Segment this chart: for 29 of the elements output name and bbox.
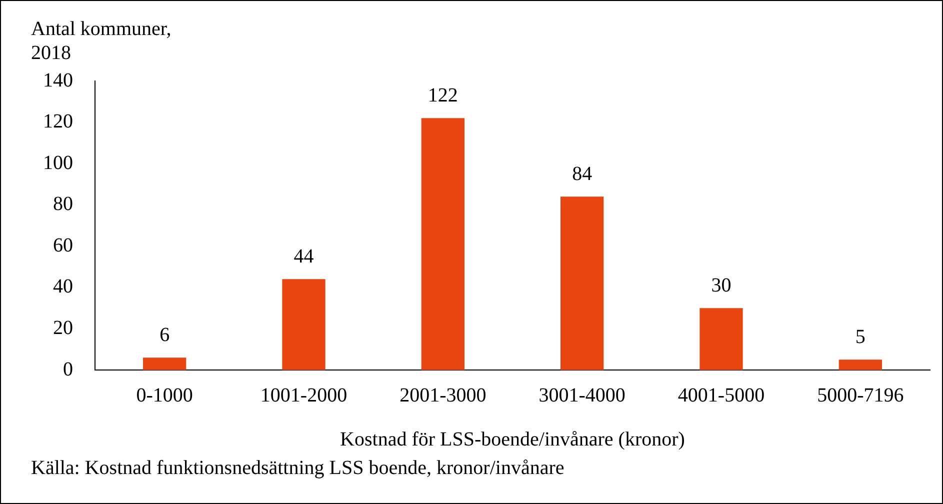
- y-tick-label: 40: [53, 276, 73, 298]
- y-tick-label: 100: [43, 152, 73, 174]
- bar: [700, 308, 743, 370]
- data-label: 6: [160, 324, 170, 346]
- text: Källa: Kostnad funktionsnedsättning LSS boende, kronor/invånare: [31, 457, 564, 480]
- x-tick-label: 4001-5000: [678, 384, 765, 406]
- data-label: 84: [572, 162, 592, 185]
- bar: [421, 118, 464, 370]
- x-tick-label: 5000-7196: [817, 384, 904, 406]
- x-tick-label: 3001-4000: [538, 384, 626, 406]
- bar: [838, 360, 882, 370]
- y-tick-label: 140: [43, 69, 73, 92]
- bar: [143, 358, 186, 370]
- x-tick-label: 1001-2000: [260, 384, 348, 406]
- bar: [282, 279, 326, 370]
- y-tick-label: 20: [53, 316, 73, 339]
- x-tick-label: 2001-3000: [400, 384, 486, 406]
- y-tick-label: 80: [53, 193, 73, 216]
- y-tick-label: 0: [63, 358, 73, 380]
- y-axis-title: Antal kommuner, 2018: [31, 17, 172, 65]
- data-label: 5: [855, 326, 866, 348]
- x-tick-label: 0-1000: [136, 384, 193, 406]
- bar: [560, 196, 604, 370]
- y-tick-label: 120: [43, 110, 73, 133]
- data-label: 122: [428, 84, 458, 106]
- x-axis-title: Kostnad för LSS-boende/invånare (kronor): [340, 428, 685, 450]
- data-label: 44: [294, 245, 314, 268]
- y-tick-label: 60: [53, 234, 73, 256]
- data-label: 30: [711, 274, 732, 296]
